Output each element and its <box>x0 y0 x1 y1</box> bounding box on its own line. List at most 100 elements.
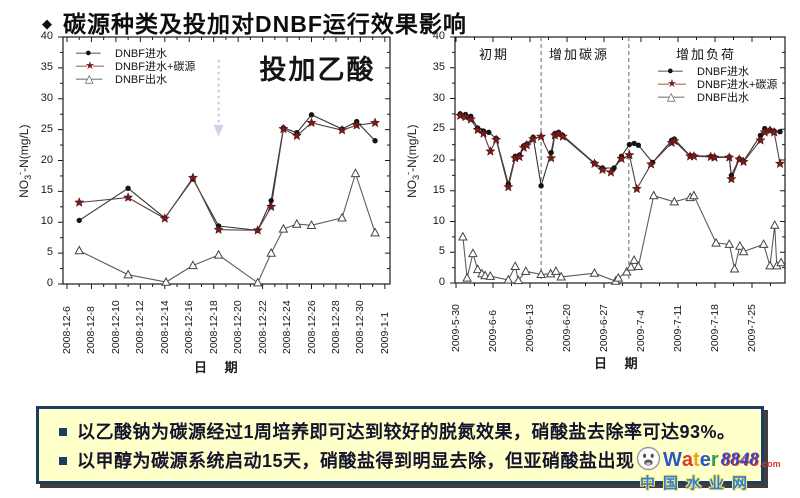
star-marker <box>521 139 532 150</box>
series-line <box>78 172 376 284</box>
star-marker <box>465 114 476 124</box>
triangle-marker <box>551 266 561 275</box>
star-marker <box>278 123 289 134</box>
square-bullet-icon <box>59 457 67 465</box>
circle-marker <box>486 129 492 136</box>
circle-marker <box>548 149 554 156</box>
circle-marker <box>268 197 274 204</box>
star-marker <box>553 128 564 139</box>
triangle-marker <box>213 249 224 259</box>
star-marker <box>306 117 317 128</box>
right-chart <box>450 36 786 288</box>
triangle-marker <box>462 272 472 282</box>
triangle-marker <box>513 275 524 285</box>
conclusion-callout-box: 以乙酸钠为碳源经过1周培养即可达到较好的脱氮效果，硝酸盐去除率可达93%。 以甲… <box>36 406 764 484</box>
star-marker <box>187 172 199 183</box>
star-marker <box>491 134 502 145</box>
triangle-marker <box>468 248 478 258</box>
y-label-sub: 3 <box>411 174 422 180</box>
circle-marker <box>611 165 617 171</box>
triangle-marker <box>123 269 133 279</box>
triangle-marker <box>769 219 780 229</box>
triangle-marker <box>734 240 745 250</box>
star-marker <box>514 151 525 162</box>
star-marker <box>726 173 737 184</box>
legend-item: —△— DNBF出水 <box>658 90 777 104</box>
star-marker <box>734 154 745 164</box>
right-y-axis-label: NO3--N(mg/L) <box>403 96 421 226</box>
star-marker <box>369 117 381 128</box>
callout-text: 以甲醇为碳源系统启动15天，硝酸盐得到明显去除，但亚硝酸盐出现 <box>77 451 635 471</box>
circle-marker <box>631 140 637 147</box>
triangle-marker <box>510 261 521 270</box>
legend-item: —★— DNBF进水+碳源 <box>76 59 195 73</box>
legend-item: —●— DNBF进水 <box>76 46 195 60</box>
star-marker <box>336 124 348 135</box>
left-y-axis-label: NO3--N(mg/L) <box>15 96 33 226</box>
star-marker <box>557 131 568 141</box>
watermark-letter: t <box>693 449 700 471</box>
series-line <box>78 114 376 231</box>
y-label-text: NO <box>404 179 419 198</box>
star-marker <box>123 192 134 202</box>
star-marker <box>755 134 766 145</box>
left-chart-legend: —●— DNBF进水 —★— DNBF进水+碳源 —△— DNBF出水 <box>76 46 195 86</box>
callout-bullet-row: 以甲醇为碳源系统启动15天，硝酸盐得到明显去除，但亚硝酸盐出现 <box>53 448 749 474</box>
triangle-marker <box>188 260 198 270</box>
watermark-letter: a <box>681 449 694 471</box>
right-x-axis-label: 日 期 <box>594 356 645 371</box>
smiley-face-icon <box>636 446 661 471</box>
legend-label: DNBF出水 <box>115 73 167 86</box>
star-marker <box>291 130 302 141</box>
triangle-marker <box>278 223 289 233</box>
y-label-text: -N(mg/L) <box>404 124 419 172</box>
circle-marker <box>308 112 315 118</box>
star-marker <box>460 111 471 122</box>
triangle-marker <box>589 267 600 277</box>
circle-marker <box>125 185 131 191</box>
triangle-marker <box>758 239 769 248</box>
y-label-text: NO <box>16 179 31 198</box>
triangle-marker <box>485 270 496 280</box>
charts-canvas <box>58 36 786 289</box>
watermark-brand: W a t e r 8848 .com <box>636 446 800 471</box>
triangle-marker <box>711 237 721 247</box>
star-marker <box>252 224 263 235</box>
y-label-sub: 3 <box>23 174 34 180</box>
circle-marker-icon: —●— <box>658 64 683 77</box>
star-marker <box>485 146 496 156</box>
left-chart-annotation-title: 投加乙酸 <box>259 55 376 85</box>
y-label-text: -N(mg/L) <box>16 124 31 172</box>
star-marker <box>688 150 699 161</box>
watermark-com-suffix: .com <box>759 459 781 469</box>
triangle-marker <box>536 269 546 278</box>
triangle-marker <box>669 196 680 206</box>
phase-label-initial: 初期 <box>478 47 510 62</box>
square-bullet-icon <box>59 428 67 436</box>
star-marker <box>455 110 466 121</box>
legend-item: —★— DNBF进水+碳源 <box>658 77 777 91</box>
slide-title: 碳源种类及投加对DNBF运行效果影响 <box>63 11 467 37</box>
triangle-marker <box>648 190 659 200</box>
triangle-marker <box>556 271 567 281</box>
circle-marker <box>635 142 642 148</box>
star-marker <box>74 197 85 207</box>
triangle-marker <box>621 266 632 276</box>
legend-item: —●— DNBF进水 <box>658 64 777 78</box>
triangle-marker <box>74 245 85 255</box>
star-marker <box>266 201 277 212</box>
triangle-marker <box>520 266 531 275</box>
watermark-letter: r <box>710 449 719 471</box>
y-label-sup: - <box>402 171 413 175</box>
star-marker <box>669 135 680 146</box>
left-chart <box>58 36 391 289</box>
star-marker <box>724 152 735 162</box>
legend-item: —△— DNBF出水 <box>76 72 195 86</box>
watermark-letter: W <box>663 449 682 471</box>
triangle-marker <box>503 274 514 284</box>
triangle-marker <box>291 218 302 228</box>
triangle-marker <box>626 261 636 271</box>
star-marker <box>709 152 720 162</box>
star-marker <box>213 224 224 234</box>
